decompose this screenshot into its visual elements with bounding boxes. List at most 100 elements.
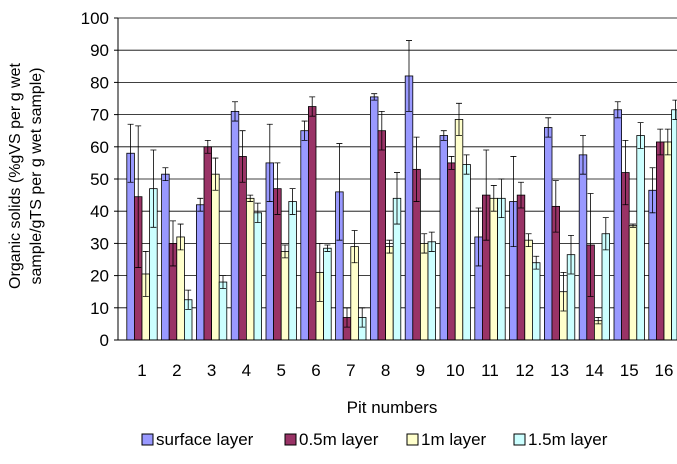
bar-1m-layer-pit-4 [245,197,255,341]
y-tick-label: 80 [90,73,109,92]
error-bar [490,185,497,212]
error-bar [672,99,677,120]
error-bar [344,307,350,328]
error-bar [150,149,157,228]
y-tick-labels: 0 10 20 30 40 50 60 70 80 90 100 [81,9,109,350]
x-tick-label: 11 [481,361,499,380]
bar-0-5m-layer-pit-16 [656,141,665,341]
y-tick-label: 70 [90,106,109,125]
error-bar [316,243,323,302]
legend-label: 1.5m layer [528,430,608,449]
legend-label: 1m layer [421,430,487,449]
error-bar [483,149,490,241]
error-bar [336,143,343,241]
error-bar [135,125,142,268]
bar-1m-layer-pit-16 [663,141,672,341]
legend: surface layer 0.5m layer 1m layer 1.5m laye… [141,430,608,449]
x-tick-label: 7 [346,361,355,380]
y-tick-label: 20 [90,267,109,286]
bar-surface-layer-pit-6 [300,130,309,341]
error-bar [518,181,524,209]
error-bar [289,188,296,215]
error-bar [664,128,671,156]
error-bar [247,194,254,202]
error-bar [560,271,567,312]
bar-1-5m-layer-pit-15 [636,135,645,341]
bar-1-5m-layer-pit-3 [218,281,228,341]
bars-layer [126,40,677,341]
error-bar [351,230,358,264]
x-tick-label: 6 [311,361,320,380]
y-tick-label: 100 [81,9,109,28]
error-bar [309,96,316,117]
error-bar [177,223,184,251]
bar-surface-layer-pit-2 [161,173,170,341]
bar-1-5m-layer-pit-12 [532,262,541,341]
bar-surface-layer-pit-10 [439,135,448,341]
error-bar [142,251,149,297]
bar-1m-layer-pit-8 [385,246,394,341]
y-tick-label: 40 [90,202,109,221]
bar-1-5m-layer-pit-9 [427,241,436,341]
error-bar [498,178,505,219]
error-bar [657,128,664,156]
error-bar [301,120,308,141]
legend-swatch [406,433,419,446]
bar-1m-layer-pit-11 [489,197,498,341]
x-tick-label: 12 [515,361,534,380]
legend-swatch [141,433,154,446]
legend-label: surface layer [156,430,254,449]
error-bar [587,193,594,297]
x-tick-label: 10 [446,361,465,380]
error-bar [510,156,517,248]
error-bar [324,244,331,252]
error-bar [630,223,636,228]
bar-0-5m-layer-pit-3 [203,146,212,341]
error-bar [602,217,609,251]
error-bar [614,101,621,119]
x-tick-label: 5 [276,361,285,380]
error-bar [254,202,261,223]
x-tick-label: 3 [207,361,216,380]
y-axis-title-line1: Organic solids (%gVS per g wet [7,63,24,289]
bar-1-5m-layer-pit-16 [671,109,677,341]
error-bar [212,157,219,191]
error-bar [359,307,366,328]
error-bar [185,289,192,310]
x-tick-label: 9 [416,361,425,380]
error-bar [386,239,393,254]
error-bar [232,101,238,122]
bar-surface-layer-pit-4 [230,110,240,341]
x-tick-label: 4 [242,361,251,380]
y-tick-label: 50 [90,170,109,189]
bar-0-5m-layer-pit-6 [307,106,317,341]
y-tick-label: 60 [90,138,109,157]
error-bar [568,234,574,275]
axes [114,17,677,341]
error-bar [580,135,586,175]
x-tick-label: 14 [585,361,604,380]
bar-surface-layer-pit-13 [544,127,553,341]
error-bar [622,139,629,206]
x-tick-label: 8 [381,361,390,380]
x-tick-label: 16 [655,361,674,380]
bar-surface-layer-pit-15 [613,109,622,341]
error-bar [533,255,540,270]
bar-0-5m-layer-pit-12 [516,194,526,341]
error-bar [595,317,602,325]
bar-surface-layer-pit-8 [369,96,379,341]
error-bar [274,162,281,215]
bar-1m-layer-pit-5 [280,251,290,341]
y-tick-label: 30 [90,234,109,253]
error-bar [428,231,435,252]
error-bar [220,275,226,289]
bar-1m-layer-pit-12 [524,239,533,341]
error-bar [371,93,378,101]
error-bar [456,102,462,136]
bar-1-5m-layer-pit-6 [323,247,332,341]
y-axis-title-line2: sample/gTS per g wet sample) [28,68,45,285]
error-bar [239,130,246,183]
error-bar [413,136,420,202]
bar-1-5m-layer-pit-4 [253,212,262,341]
